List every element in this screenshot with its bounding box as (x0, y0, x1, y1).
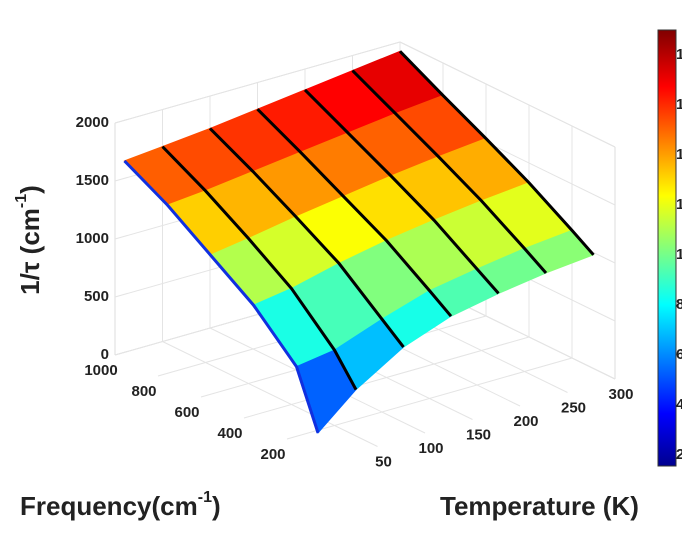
z-axis-label: 1/τ (cm-1) (13, 185, 45, 295)
colorbar-label: 1 (676, 146, 682, 163)
colorbar-label: 1 (676, 246, 682, 263)
colorbar-label: 1 (676, 46, 682, 63)
y-tick-label: 300 (608, 386, 633, 403)
y-tick-label: 250 (561, 399, 586, 416)
curve (123, 159, 320, 434)
colorbar-label: 2 (676, 446, 682, 463)
x-tick-label: 600 (174, 404, 199, 421)
x-tick-label: 800 (131, 383, 156, 400)
curves (123, 50, 595, 434)
colorbar-labels: 1 1 1 1 1 8 6 4 2 (676, 46, 682, 463)
colorbar (657, 29, 677, 467)
curve (208, 127, 405, 349)
colorbar-label: 4 (676, 396, 682, 413)
z-tick-label: 2000 (76, 114, 109, 131)
curve (398, 50, 595, 256)
y-tick-label: 200 (513, 413, 538, 430)
curve (351, 69, 548, 274)
colorbar-label: 1 (676, 196, 682, 213)
z-tick-label: 1500 (76, 172, 109, 189)
x-tick-label: 1000 (84, 362, 117, 379)
colorbar-label: 8 (676, 296, 682, 313)
colorbar-label: 1 (676, 96, 682, 113)
z-tick-label: 0 (101, 346, 109, 363)
y-tick-label: 150 (466, 426, 491, 443)
x-tick-label: 200 (260, 446, 285, 463)
x-tick-label: 400 (217, 425, 242, 442)
x-axis-label: Frequency(cm-1) (20, 489, 221, 521)
surface (123, 50, 595, 434)
y-tick-label: 50 (375, 453, 392, 470)
y-axis-label: Temperature (K) (440, 491, 639, 521)
curve (303, 88, 500, 295)
z-tick-label: 1000 (76, 230, 109, 247)
y-tick-label: 100 (418, 440, 443, 457)
curve (256, 108, 453, 318)
colorbar-label: 6 (676, 346, 682, 363)
curve (161, 145, 358, 391)
z-tick-label: 500 (84, 288, 109, 305)
